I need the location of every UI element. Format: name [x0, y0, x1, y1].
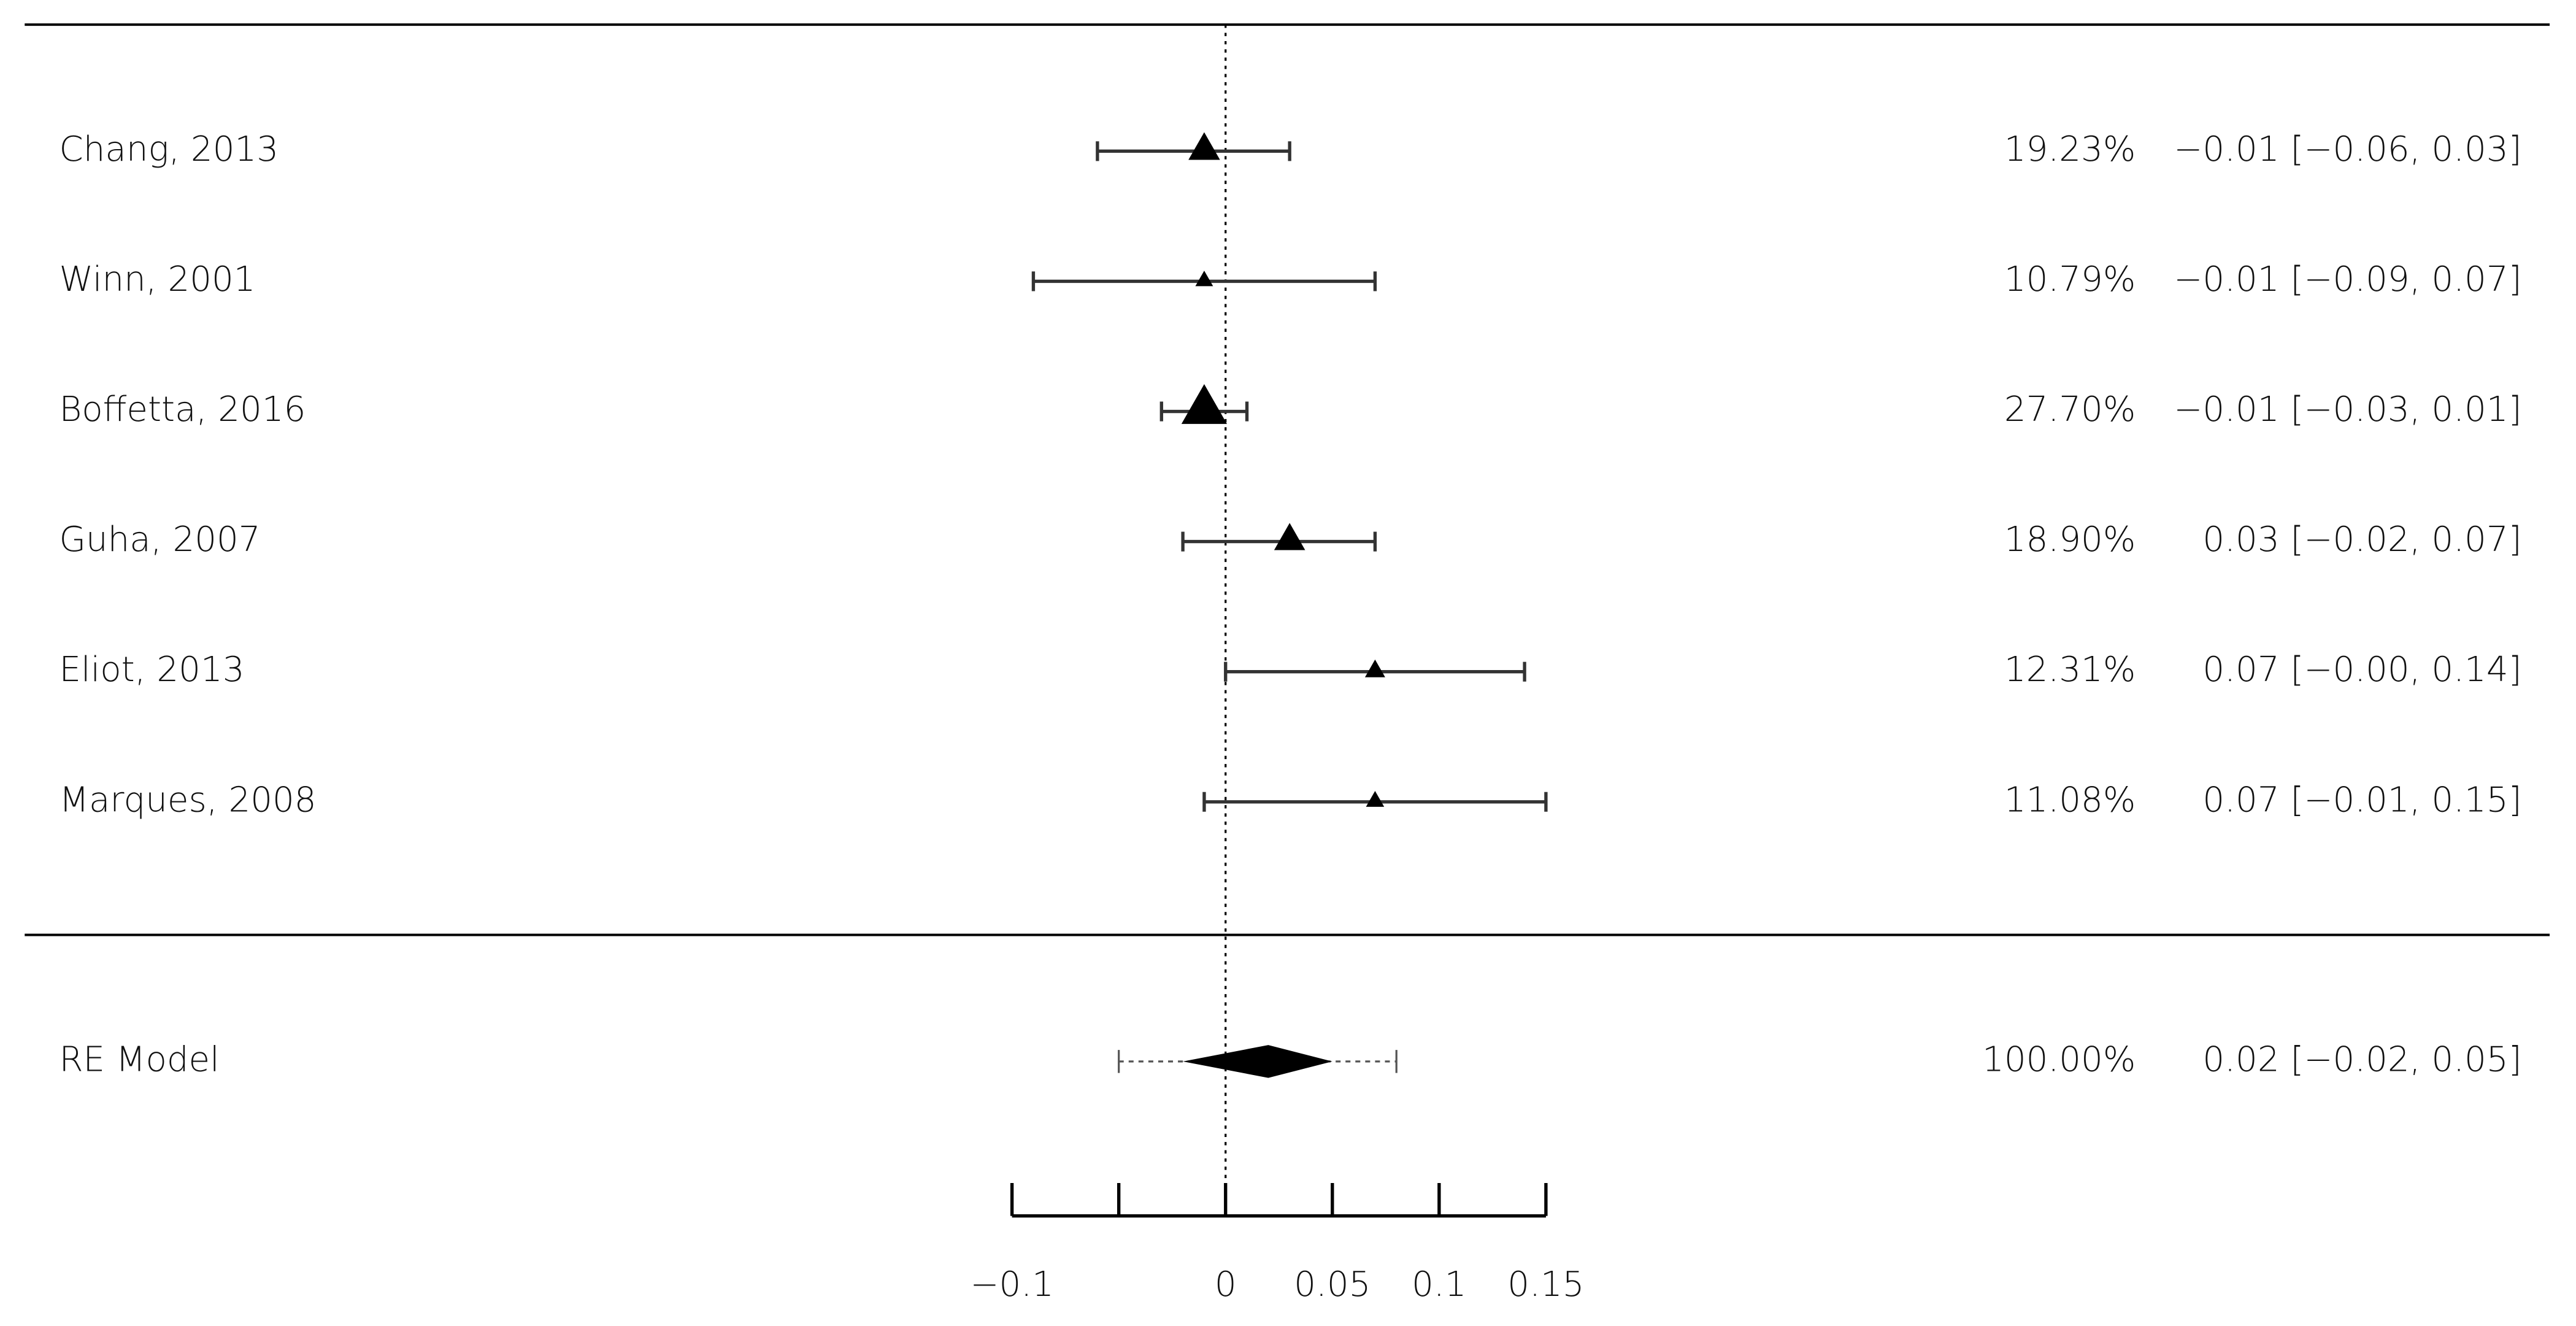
ci-label: −0.01 [−0.03, 0.01]: [2174, 390, 2521, 430]
estimate-marker: [1195, 271, 1213, 287]
summary-label: RE Model: [59, 1039, 219, 1079]
summary-diamond: [1183, 1045, 1332, 1078]
study-label: Winn, 2001: [59, 260, 255, 299]
weight-label: 11.08%: [2004, 780, 2136, 820]
estimate-marker: [1181, 384, 1228, 424]
x-tick-label: 0.05: [1294, 1265, 1371, 1305]
ci-label: −0.01 [−0.09, 0.07]: [2174, 260, 2521, 299]
estimate-marker: [1366, 790, 1385, 807]
study-label: Marques, 2008: [59, 780, 316, 820]
ci-label: 0.03 [−0.02, 0.07]: [2202, 520, 2521, 560]
ci-label: 0.07 [−0.01, 0.15]: [2202, 780, 2521, 820]
ci-label: −0.01 [−0.06, 0.03]: [2174, 129, 2521, 169]
study-label: Chang, 2013: [59, 129, 279, 169]
weight-label: 12.31%: [2004, 650, 2136, 690]
estimate-marker: [1188, 132, 1220, 160]
weight-label: 19.23%: [2004, 129, 2136, 169]
x-tick-label: −0.1: [970, 1265, 1054, 1305]
estimate-marker: [1364, 659, 1385, 677]
x-tick-label: 0.15: [1507, 1265, 1584, 1305]
ci-label: 0.07 [−0.00, 0.14]: [2202, 650, 2521, 690]
weight-label: 100.00%: [1982, 1039, 2136, 1079]
ci-label: 0.02 [−0.02, 0.05]: [2202, 1039, 2521, 1079]
study-label: Boffetta, 2016: [59, 390, 306, 430]
weight-label: 10.79%: [2004, 260, 2136, 299]
weight-label: 18.90%: [2004, 520, 2136, 560]
estimate-marker: [1274, 523, 1305, 550]
study-label: Eliot, 2013: [59, 650, 244, 690]
x-tick-label: 0.1: [1412, 1265, 1466, 1305]
weight-label: 27.70%: [2004, 390, 2136, 430]
x-tick-label: 0: [1215, 1265, 1237, 1305]
study-label: Guha, 2007: [59, 520, 260, 560]
